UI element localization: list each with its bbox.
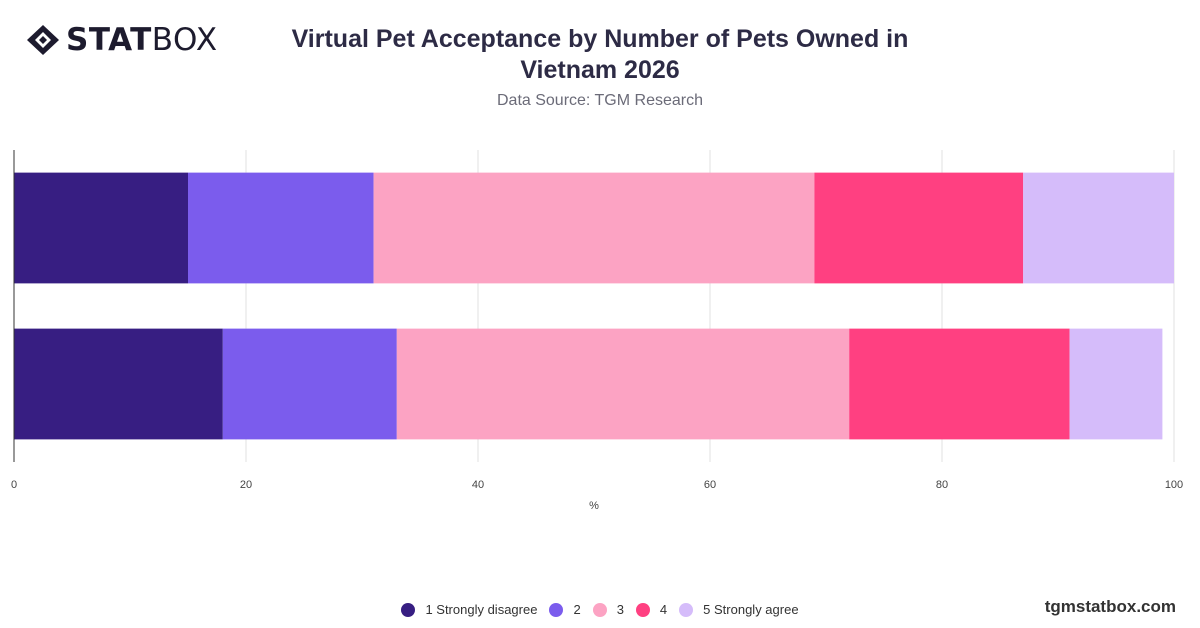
legend-item[interactable]: 1 Strongly disagree [401,602,537,617]
chart-subtitle: Data Source: TGM Research [496,92,703,109]
legend-item[interactable]: 5 Strongly agree [679,602,799,617]
x-axis-label: % [589,500,599,512]
x-tick-label: 100 [1165,479,1183,491]
bar-segment [1069,328,1163,440]
legend-item[interactable]: 2 [549,602,581,617]
legend-label: 4 [659,602,668,617]
bar-segment [396,328,850,440]
chart-title: Virtual Pet Acceptance by Number of Pets… [291,25,909,84]
x-tick-label: 20 [240,479,252,491]
legend-marker [401,602,416,617]
legend-item[interactable]: 3 [592,602,624,617]
bar-segment [849,328,1070,440]
legend-label: 5 Strongly agree [703,602,799,617]
statbox-logo: STATBOX [26,24,218,56]
legend-label: 2 [573,602,581,617]
legend-marker [592,602,607,617]
stacked-bar-chart: 0 20 40 60 80 100% [11,150,1183,512]
x-tick-label: 80 [936,479,948,491]
bar-segment [222,328,397,440]
x-tick-label: 0 [11,479,17,491]
logo-text-light: BOX [151,22,218,58]
x-tick-label: 40 [472,479,484,491]
legend-marker [679,602,694,617]
logo-wordmark: STATBOX [66,24,218,56]
bar-segment [188,172,374,284]
bar-segment [373,172,815,284]
bar-segment [1023,172,1174,284]
legend-label: 3 [616,602,624,617]
footer-site-link[interactable]: tgmstatbox.com [1044,597,1176,616]
bar-segment [14,328,223,440]
bar-segment [814,172,1024,284]
bar-segment [14,172,188,284]
statbox-logo-icon [27,25,59,55]
legend-label: 1 Strongly disagree [425,602,538,617]
x-tick-label: 60 [704,479,716,491]
chart-legend: 1 Strongly disagree 2 3 4 5 Strongly agree [0,602,1200,617]
logo-text-bold: STAT [66,22,152,58]
legend-marker [549,602,564,617]
legend-item[interactable]: 4 [635,602,668,617]
legend-marker [635,602,650,617]
